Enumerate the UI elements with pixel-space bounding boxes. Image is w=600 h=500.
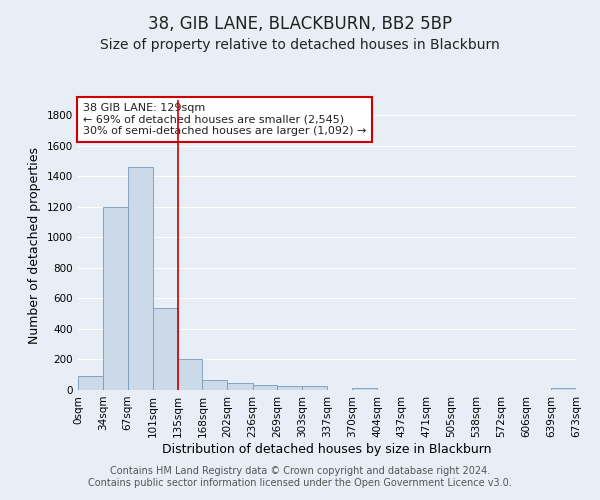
Bar <box>551 388 576 390</box>
Bar <box>227 382 253 390</box>
Bar <box>202 380 227 390</box>
Text: 38, GIB LANE, BLACKBURN, BB2 5BP: 38, GIB LANE, BLACKBURN, BB2 5BP <box>148 15 452 33</box>
Bar <box>103 207 128 390</box>
Bar <box>128 167 153 390</box>
Text: Contains HM Land Registry data © Crown copyright and database right 2024.
Contai: Contains HM Land Registry data © Crown c… <box>88 466 512 487</box>
Bar <box>277 386 302 390</box>
Bar <box>78 376 103 390</box>
X-axis label: Distribution of detached houses by size in Blackburn: Distribution of detached houses by size … <box>162 442 492 456</box>
Bar <box>302 386 328 390</box>
Y-axis label: Number of detached properties: Number of detached properties <box>28 146 41 344</box>
Bar <box>178 358 202 390</box>
Bar <box>153 308 178 390</box>
Bar <box>352 388 377 390</box>
Text: 38 GIB LANE: 129sqm
← 69% of detached houses are smaller (2,545)
30% of semi-det: 38 GIB LANE: 129sqm ← 69% of detached ho… <box>83 103 367 136</box>
Text: Size of property relative to detached houses in Blackburn: Size of property relative to detached ho… <box>100 38 500 52</box>
Bar <box>253 384 277 390</box>
